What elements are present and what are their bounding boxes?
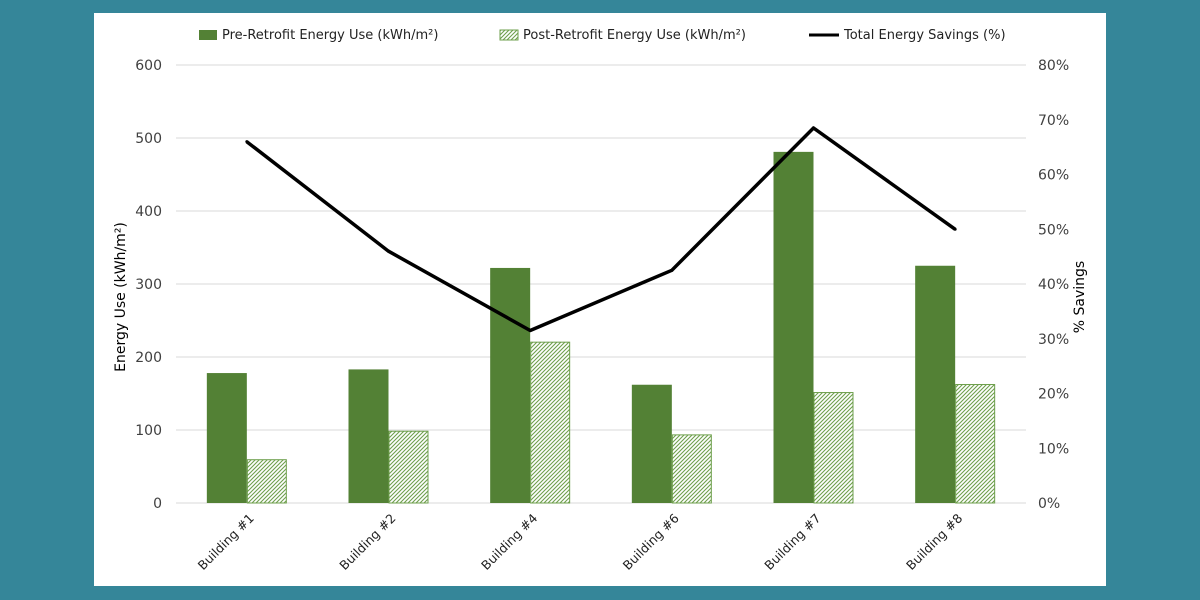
y2-tick-label: 20% [1038, 387, 1069, 403]
y2-tick-label: 10% [1038, 441, 1069, 457]
left-axis-ticks: 0 100 200 300 400 500 600 [135, 58, 162, 512]
chart-panel: 0 100 200 300 400 500 600 0% 10% 20% 30% 40% 50% 60%… [94, 13, 1106, 586]
y-tick-label: 600 [135, 58, 162, 74]
legend-swatch-post-retrofit [499, 29, 519, 41]
x-tick-label: Building #8 [903, 510, 965, 572]
y2-tick-label: 70% [1038, 113, 1069, 129]
y2-tick-label: 30% [1038, 332, 1069, 348]
gridlines [176, 64, 1026, 504]
legend: Pre-Retrofit Energy Use (kWh/m²) Post-Re… [199, 28, 1006, 43]
y-tick-label: 500 [135, 131, 162, 147]
savings-point [245, 140, 249, 144]
savings-point [953, 227, 957, 231]
bar-pre-retrofit [206, 373, 247, 503]
bar-post-retrofit [955, 384, 996, 504]
x-axis-ticks: Building #1 Building #2 Building #4 Buildin… [195, 510, 966, 572]
savings-line-layer [245, 126, 957, 333]
bar-post-retrofit [813, 392, 854, 504]
bars [206, 151, 996, 504]
y2-tick-label: 50% [1038, 222, 1069, 238]
y-axis-title: Energy Use (kWh/m²) [113, 222, 129, 372]
x-tick-label: Building #7 [761, 511, 823, 573]
bar-post-retrofit [246, 459, 287, 504]
bar-pre-retrofit [773, 151, 814, 503]
savings-point [812, 126, 815, 130]
y-tick-label: 0 [153, 496, 162, 512]
y2-axis-title: % Savings [1072, 261, 1088, 333]
y-tick-label: 400 [135, 204, 162, 220]
savings-point [387, 249, 390, 253]
savings-point [670, 268, 674, 272]
x-tick-label: Building #6 [620, 510, 682, 572]
y2-tick-label: 40% [1038, 277, 1069, 293]
bar-pre-retrofit [348, 369, 389, 503]
y-tick-label: 300 [135, 277, 162, 293]
bar-pre-retrofit [631, 384, 672, 503]
savings-point [528, 329, 532, 333]
y-tick-label: 100 [135, 423, 162, 439]
bar-post-retrofit [530, 341, 571, 504]
y2-tick-label: 60% [1038, 168, 1069, 184]
bar-post-retrofit [671, 434, 712, 504]
y2-tick-label: 80% [1038, 58, 1069, 74]
legend-label-post-retrofit: Post-Retrofit Energy Use (kWh/m²) [523, 28, 746, 43]
legend-label-pre-retrofit: Pre-Retrofit Energy Use (kWh/m²) [222, 28, 438, 43]
y2-tick-label: 0% [1038, 496, 1060, 512]
right-axis-ticks: 0% 10% 20% 30% 40% 50% 60% 70% 80% [1038, 58, 1069, 512]
energy-chart: 0 100 200 300 400 500 600 0% 10% 20% 30% 40% 50% 60%… [113, 28, 1088, 573]
y-tick-label: 200 [135, 350, 162, 366]
x-tick-label: Building #2 [336, 511, 398, 573]
x-tick-label: Building #4 [478, 510, 540, 572]
bar-post-retrofit [388, 430, 429, 504]
x-tick-label: Building #1 [195, 511, 257, 573]
legend-label-savings: Total Energy Savings (%) [843, 28, 1006, 43]
bar-pre-retrofit [490, 267, 531, 503]
bar-pre-retrofit [915, 265, 956, 503]
savings-line [245, 126, 957, 333]
legend-swatch-pre-retrofit [199, 30, 217, 40]
